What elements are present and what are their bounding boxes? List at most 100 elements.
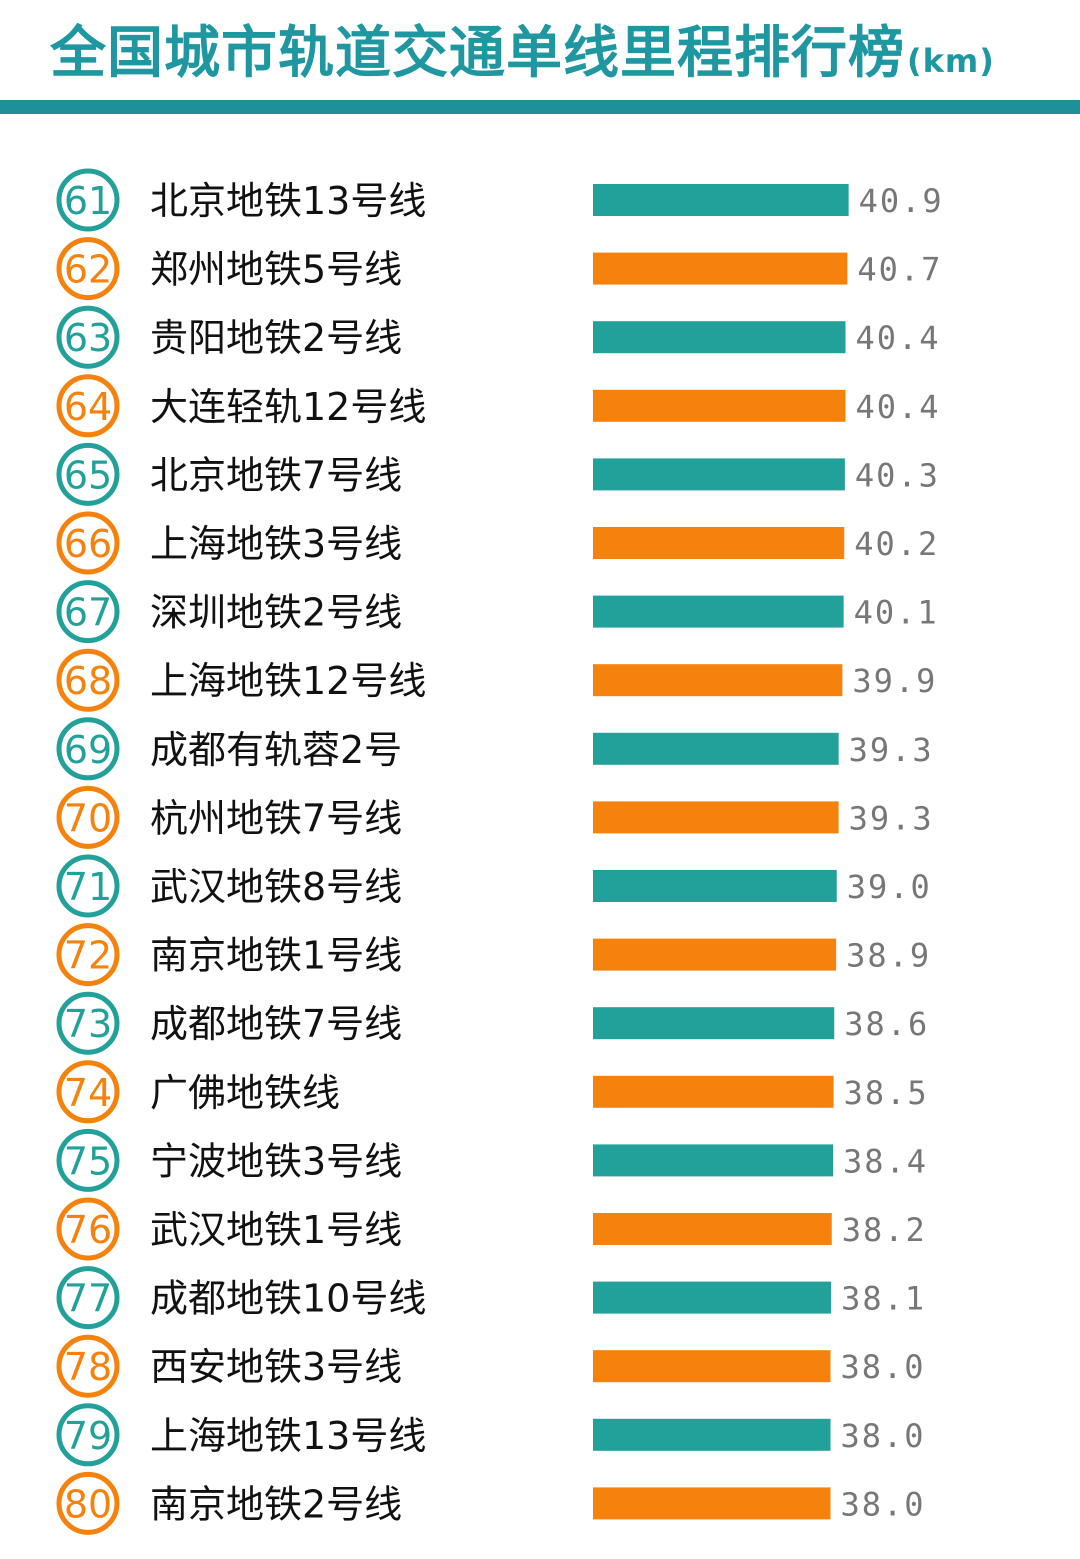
chart-row: 72 南京地铁1号线 38.9 — [56, 923, 931, 987]
rank-circle — [56, 1403, 120, 1467]
bar — [593, 1487, 831, 1520]
line-name-label: 西安地铁3号线 — [150, 1345, 402, 1389]
ranking-bar-chart: 61 北京地铁13号线 40.9 62 郑州地铁5号线 40.7 63 贵阳地铁2号线 40.4… — [56, 168, 944, 1535]
line-name-label: 郑州地铁5号线 — [150, 248, 402, 292]
line-name-label: 武汉地铁8号线 — [150, 865, 402, 909]
chart-row: 61 北京地铁13号线 40.9 — [56, 168, 944, 232]
value-label: 38.6 — [844, 1005, 929, 1043]
chart-row: 71 武汉地铁8号线 39.0 — [56, 854, 932, 918]
rank-number: 79 — [64, 1414, 112, 1458]
rank-number: 63 — [64, 316, 112, 360]
bar — [593, 732, 839, 765]
title-unit: (km) — [907, 42, 995, 80]
rank-number: 74 — [64, 1071, 112, 1115]
chart-row: 74 广佛地铁线 38.5 — [56, 1060, 927, 1124]
bar — [593, 1075, 834, 1108]
bar — [593, 458, 845, 491]
chart-row: 67 深圳地铁2号线 40.1 — [56, 580, 937, 644]
rank-number: 62 — [64, 248, 112, 292]
title-underline — [0, 100, 1080, 114]
value-label: 38.4 — [843, 1142, 928, 1180]
line-name-label: 上海地铁13号线 — [150, 1414, 426, 1458]
value-label: 39.3 — [849, 731, 934, 769]
line-name-label: 南京地铁2号线 — [150, 1482, 402, 1526]
rank-number: 73 — [64, 1002, 112, 1046]
rank-number: 66 — [64, 522, 112, 566]
rank-number: 72 — [64, 934, 112, 978]
title-bar: 全国城市轨道交通单线里程排行榜(km) — [0, 0, 1080, 114]
rank-number: 71 — [64, 865, 112, 909]
bar — [593, 938, 837, 971]
chart-row: 79 上海地铁13号线 38.0 — [56, 1403, 924, 1467]
bar — [593, 1213, 832, 1245]
bar — [593, 870, 837, 902]
rank-number: 68 — [64, 659, 112, 703]
title-text: 全国城市轨道交通单线里程排行榜 — [50, 21, 905, 86]
rank-circle — [56, 1128, 120, 1192]
rank-circle — [56, 1197, 120, 1261]
line-name-label: 宁波地铁3号线 — [150, 1139, 402, 1183]
value-label: 39.3 — [849, 799, 934, 837]
chart-row: 69 成都有轨蓉2号 39.3 — [56, 717, 934, 781]
line-name-label: 北京地铁7号线 — [150, 453, 402, 497]
chart-row: 62 郑州地铁5号线 40.7 — [56, 237, 942, 301]
page-title: 全国城市轨道交通单线里程排行榜(km) — [50, 18, 995, 97]
line-name-label: 上海地铁12号线 — [150, 659, 426, 703]
chart-row: 64 大连轻轨12号线 40.4 — [56, 374, 939, 438]
rank-number: 69 — [64, 728, 112, 772]
bar — [593, 1350, 831, 1383]
rank-number: 78 — [64, 1345, 112, 1389]
rank-number: 61 — [64, 179, 112, 223]
rank-circle — [56, 1266, 120, 1330]
chart-row: 76 武汉地铁1号线 38.2 — [56, 1197, 927, 1261]
bar — [593, 1281, 832, 1314]
rank-circle — [56, 1060, 120, 1124]
rank-circle — [56, 648, 120, 712]
line-name-label: 成都地铁7号线 — [150, 1002, 402, 1046]
bar — [593, 595, 844, 628]
line-name-label: 成都有轨蓉2号 — [150, 728, 402, 772]
chart-row: 73 成都地铁7号线 38.6 — [56, 991, 929, 1055]
chart-row: 70 杭州地铁7号线 39.3 — [56, 785, 934, 849]
rank-circle — [56, 305, 120, 369]
line-name-label: 成都地铁10号线 — [150, 1277, 426, 1321]
rank-number: 75 — [64, 1139, 112, 1183]
chart-row: 63 贵阳地铁2号线 40.4 — [56, 305, 939, 369]
value-label: 38.9 — [846, 937, 931, 975]
chart-row: 77 成都地铁10号线 38.1 — [56, 1266, 924, 1330]
bar — [593, 664, 843, 697]
bar — [593, 184, 849, 216]
value-label: 39.0 — [847, 868, 932, 906]
rank-circle — [56, 854, 120, 918]
line-name-label: 广佛地铁线 — [150, 1071, 340, 1115]
chart-row: 80 南京地铁2号线 38.0 — [56, 1471, 926, 1535]
rank-circle — [56, 991, 120, 1055]
line-name-label: 贵阳地铁2号线 — [150, 316, 402, 360]
bar — [593, 1007, 835, 1040]
value-label: 40.9 — [859, 182, 944, 220]
bar — [593, 252, 848, 285]
value-label: 38.0 — [841, 1485, 926, 1523]
bar — [593, 527, 845, 559]
value-label: 38.2 — [842, 1211, 927, 1249]
rank-circle — [56, 580, 120, 644]
rank-circle — [56, 168, 120, 232]
rank-circle — [56, 237, 120, 301]
rank-circle — [56, 785, 120, 849]
bar — [593, 801, 839, 834]
chart-row: 75 宁波地铁3号线 38.4 — [56, 1128, 928, 1192]
line-name-label: 武汉地铁1号线 — [150, 1208, 402, 1252]
rank-number: 80 — [64, 1482, 112, 1526]
bar — [593, 1418, 831, 1451]
rank-circle — [56, 1334, 120, 1398]
line-name-label: 北京地铁13号线 — [150, 179, 426, 223]
rank-circle — [56, 374, 120, 438]
chart-row: 68 上海地铁12号线 39.9 — [56, 648, 937, 712]
rank-number: 70 — [64, 796, 112, 840]
value-label: 40.3 — [855, 456, 940, 494]
chart-row: 65 北京地铁7号线 40.3 — [56, 442, 940, 506]
rank-circle — [56, 717, 120, 781]
value-label: 40.7 — [857, 251, 942, 289]
value-label: 38.0 — [841, 1348, 926, 1386]
value-label: 39.9 — [852, 662, 937, 700]
